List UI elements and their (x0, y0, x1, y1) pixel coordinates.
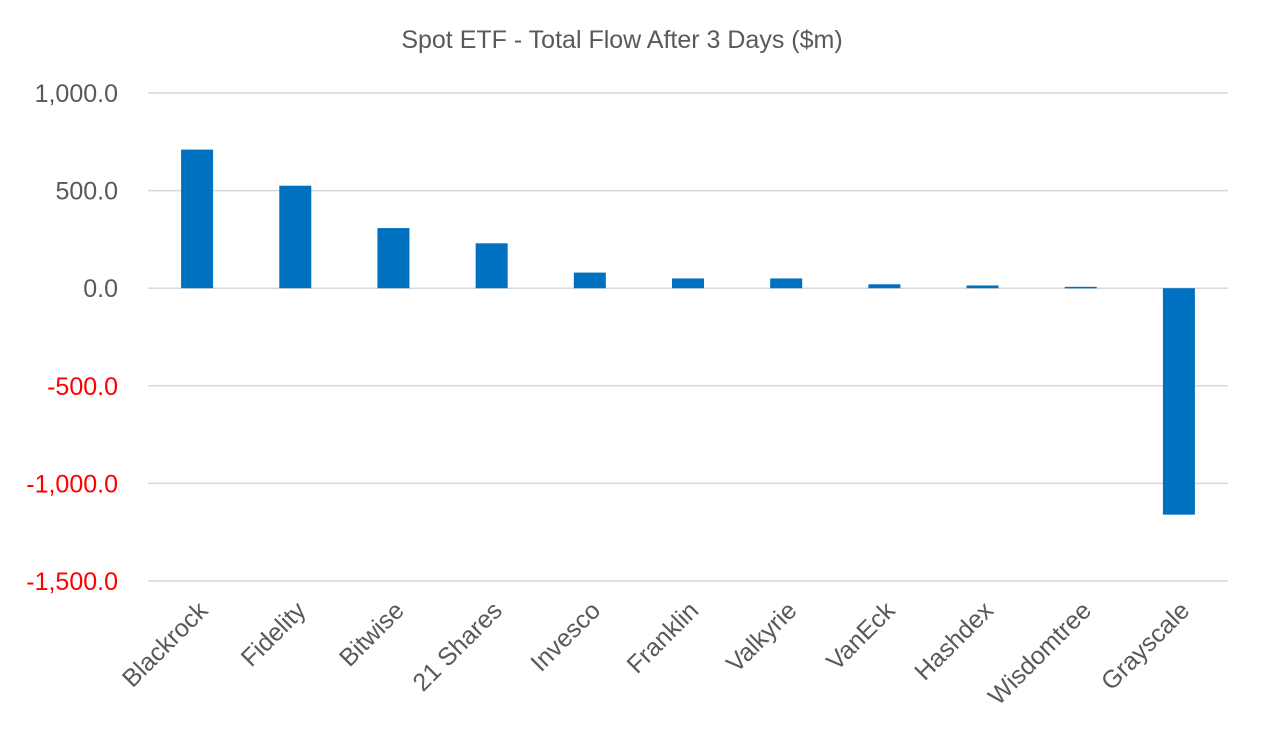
x-category-label: Valkyrie (721, 596, 802, 677)
x-category-label: Grayscale (1096, 596, 1195, 695)
x-category-label: VanEck (821, 596, 901, 676)
bar (672, 278, 704, 289)
y-tick-label: -1,500.0 (26, 568, 118, 596)
x-category-label: Bitwise (334, 596, 410, 672)
x-category-label: 21 Shares (407, 596, 507, 696)
bar (475, 243, 508, 289)
y-tick-label: 0.0 (83, 275, 118, 303)
x-category-label: Invesco (525, 596, 606, 677)
bar (966, 285, 999, 289)
chart-title: Spot ETF - Total Flow After 3 Days ($m) (401, 26, 842, 54)
gridlines (148, 92, 1228, 582)
bar (181, 149, 214, 289)
bar (377, 228, 410, 289)
y-tick-label: -1,000.0 (26, 470, 118, 498)
bar (868, 284, 901, 289)
y-tick-label: -500.0 (47, 373, 118, 401)
bar (573, 272, 606, 289)
y-axis-tick-labels: 1,000.0 500.0 0.0 -500.0 -1,000.0 -1,500.0 (26, 80, 118, 596)
y-tick-label: 1,000.0 (35, 80, 118, 108)
y-tick-label: 500.0 (55, 178, 118, 206)
x-category-label: Blackrock (117, 596, 214, 693)
x-category-label: Wisdomtree (983, 596, 1097, 710)
bars (181, 149, 1195, 515)
x-category-label: Franklin (622, 596, 705, 679)
bar (1064, 286, 1097, 289)
x-category-label: Hashdex (909, 596, 999, 686)
bar (279, 185, 312, 289)
bar (1162, 288, 1195, 515)
x-category-label: Fidelity (236, 596, 312, 672)
bar (770, 278, 803, 289)
